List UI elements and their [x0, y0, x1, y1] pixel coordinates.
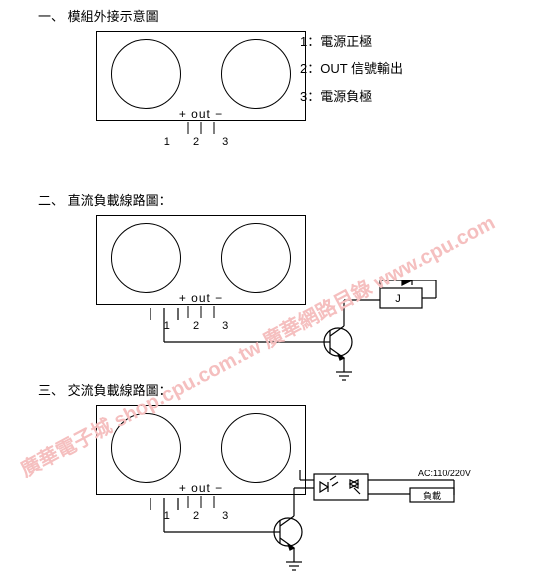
module-diagram-1: + out − 1 2 3 — [96, 31, 306, 121]
relay-label: J — [395, 293, 401, 305]
legend: 1：電源正極 2：OUT 信號輸出 3：電源負極 — [300, 28, 403, 110]
sensor-circle-left — [111, 39, 181, 109]
pin-numbers: 1 2 3 — [164, 136, 238, 148]
section-1-title: 一、 模組外接示意圖 — [38, 6, 306, 25]
ac-12v-label: +12V — [286, 470, 310, 471]
legend-item-2: 2：OUT 信號輸出 — [300, 55, 403, 82]
ac-circuit: +12V AC:110/220V 負載 — [150, 470, 510, 580]
ac-load-label: 負載 — [423, 490, 441, 501]
section-1: 一、 模組外接示意圖 + out − 1 2 3 — [38, 6, 306, 121]
legend-item-1: 1：電源正極 — [300, 28, 403, 55]
pin-labels: + out − — [179, 108, 223, 121]
section-2-title: 二、 直流負載線路圖： — [38, 190, 306, 209]
pin-label-text: + out − — [179, 108, 223, 121]
legend-item-3: 3：電源負極 — [300, 83, 403, 110]
sensor-circle-right — [221, 39, 291, 109]
dc-circuit: J +12V — [150, 280, 450, 390]
ac-voltage-label: AC:110/220V — [418, 470, 471, 478]
pin-lines — [188, 122, 215, 134]
section-3-title: 三、 交流負載線路圖： — [38, 380, 306, 399]
